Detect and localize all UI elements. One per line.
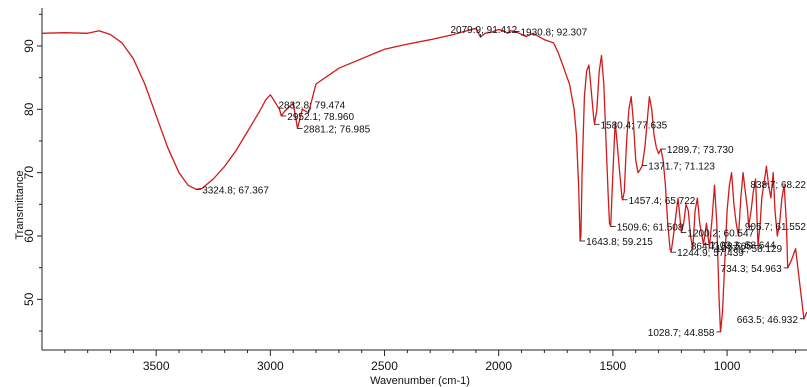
peak-annotations: 2079.9; 91.412 1930.8; 92.307 2832.8; 79.4… — [196, 25, 806, 339]
y-axis-title: Transmittance — [14, 170, 26, 239]
peak-label: 2079.9; 91.412 — [451, 25, 518, 36]
peak-label: 2832.8; 79.474 — [279, 101, 346, 112]
peak-label: 905.7; 61.552 — [745, 222, 807, 233]
peak-label: 1457.4; 65.722 — [629, 196, 696, 207]
x-tick-label: 3000 — [257, 359, 284, 373]
x-tick-label: 1000 — [714, 359, 741, 373]
peak-label: 838.7; 68.22 — [750, 180, 806, 191]
peak-label: 1028.7; 44.858 — [648, 328, 715, 339]
peak-label: 663.5; 46.932 — [737, 315, 799, 326]
peak-label: 1509.6; 61.508 — [617, 222, 684, 233]
peak-label: 2881.2; 76.985 — [304, 124, 371, 135]
peak-label: 1244.9; 57.439 — [677, 248, 744, 259]
y-tick-label: 70 — [22, 166, 36, 180]
spectrum-line — [41, 27, 807, 333]
y-tick-label: 50 — [22, 292, 36, 306]
y-axis: 50 60 70 80 90 — [22, 8, 43, 350]
x-tick-label: 2500 — [371, 359, 398, 373]
peak-label: 734.3; 54.963 — [721, 264, 783, 275]
peak-label: 1103.3; 58.644 — [710, 241, 776, 252]
y-tick-label: 90 — [22, 39, 36, 53]
peak-label: 1643.8; 59.215 — [586, 237, 653, 248]
peak-label: 1077.2; 58.129 — [715, 244, 782, 255]
y-tick-label: 80 — [22, 102, 36, 116]
x-tick-label: 1500 — [600, 359, 627, 373]
peak-label: 3324.8; 67.367 — [202, 185, 269, 196]
peak-label: 1371.7; 71.123 — [648, 162, 715, 173]
peak-label: 1580.4; 77.635 — [601, 120, 668, 131]
y-tick-label: 60 — [22, 229, 36, 243]
peak-label: 1200.2; 60.547 — [687, 229, 754, 240]
peak-label: 2952.1; 78.960 — [287, 112, 354, 123]
x-axis-title: Wavenumber (cm-1) — [370, 375, 470, 387]
x-tick-label: 2000 — [485, 359, 512, 373]
peak-label: 1930.8; 92.307 — [521, 27, 588, 38]
peak-label: 864.7; 58.505 — [691, 242, 753, 253]
peak-label: 1289.7; 73.730 — [667, 145, 734, 156]
x-tick-label: 3500 — [143, 359, 170, 373]
x-axis: 3500 3000 2500 2000 1500 1000 — [42, 349, 807, 373]
plot-area — [41, 27, 807, 333]
